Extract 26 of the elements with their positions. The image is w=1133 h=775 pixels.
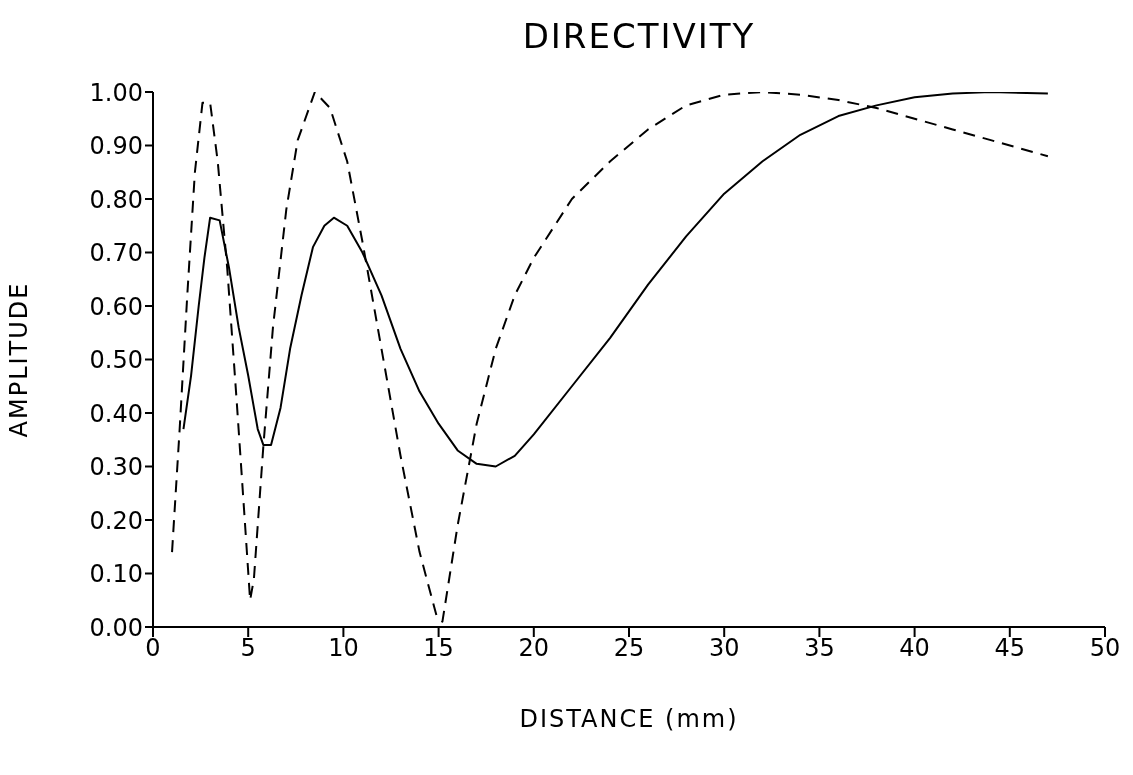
x-tick-label: 40 [899, 634, 930, 663]
x-axis-title: DISTANCE (mm) [519, 705, 739, 733]
x-tick-label: 25 [613, 634, 645, 663]
y-tick-label: 0.70 [89, 239, 143, 268]
y-tick-label: 0.40 [89, 399, 143, 428]
y-axis-title: AMPLITUDE [4, 281, 33, 438]
y-tick-label: 0.90 [89, 132, 143, 161]
x-tick-label: 10 [328, 634, 359, 663]
x-tick-label: 20 [518, 634, 550, 663]
x-tick-label: 30 [708, 634, 740, 663]
y-tick-label: 1.00 [89, 78, 143, 107]
y-tick-label: 0.30 [89, 453, 143, 482]
line-series [171, 92, 1049, 623]
x-tick-label: 45 [994, 634, 1026, 663]
y-tick-label: 0.50 [89, 346, 143, 375]
y-tick-label: 0.60 [89, 292, 143, 321]
x-tick-label: 35 [804, 634, 835, 663]
y-tick-label: 0.10 [89, 560, 143, 589]
y-tick-label: 0.20 [89, 506, 143, 535]
y-tick-label: 0.80 [89, 185, 143, 214]
chart-title: DIRECTIVITY [521, 16, 757, 56]
y-tick-label: 0.00 [89, 613, 143, 642]
x-tick-label: 0 [145, 634, 161, 663]
x-tick-label: 50 [1089, 634, 1121, 663]
x-tick-label: 15 [423, 634, 454, 663]
x-tick-label: 5 [240, 634, 256, 663]
